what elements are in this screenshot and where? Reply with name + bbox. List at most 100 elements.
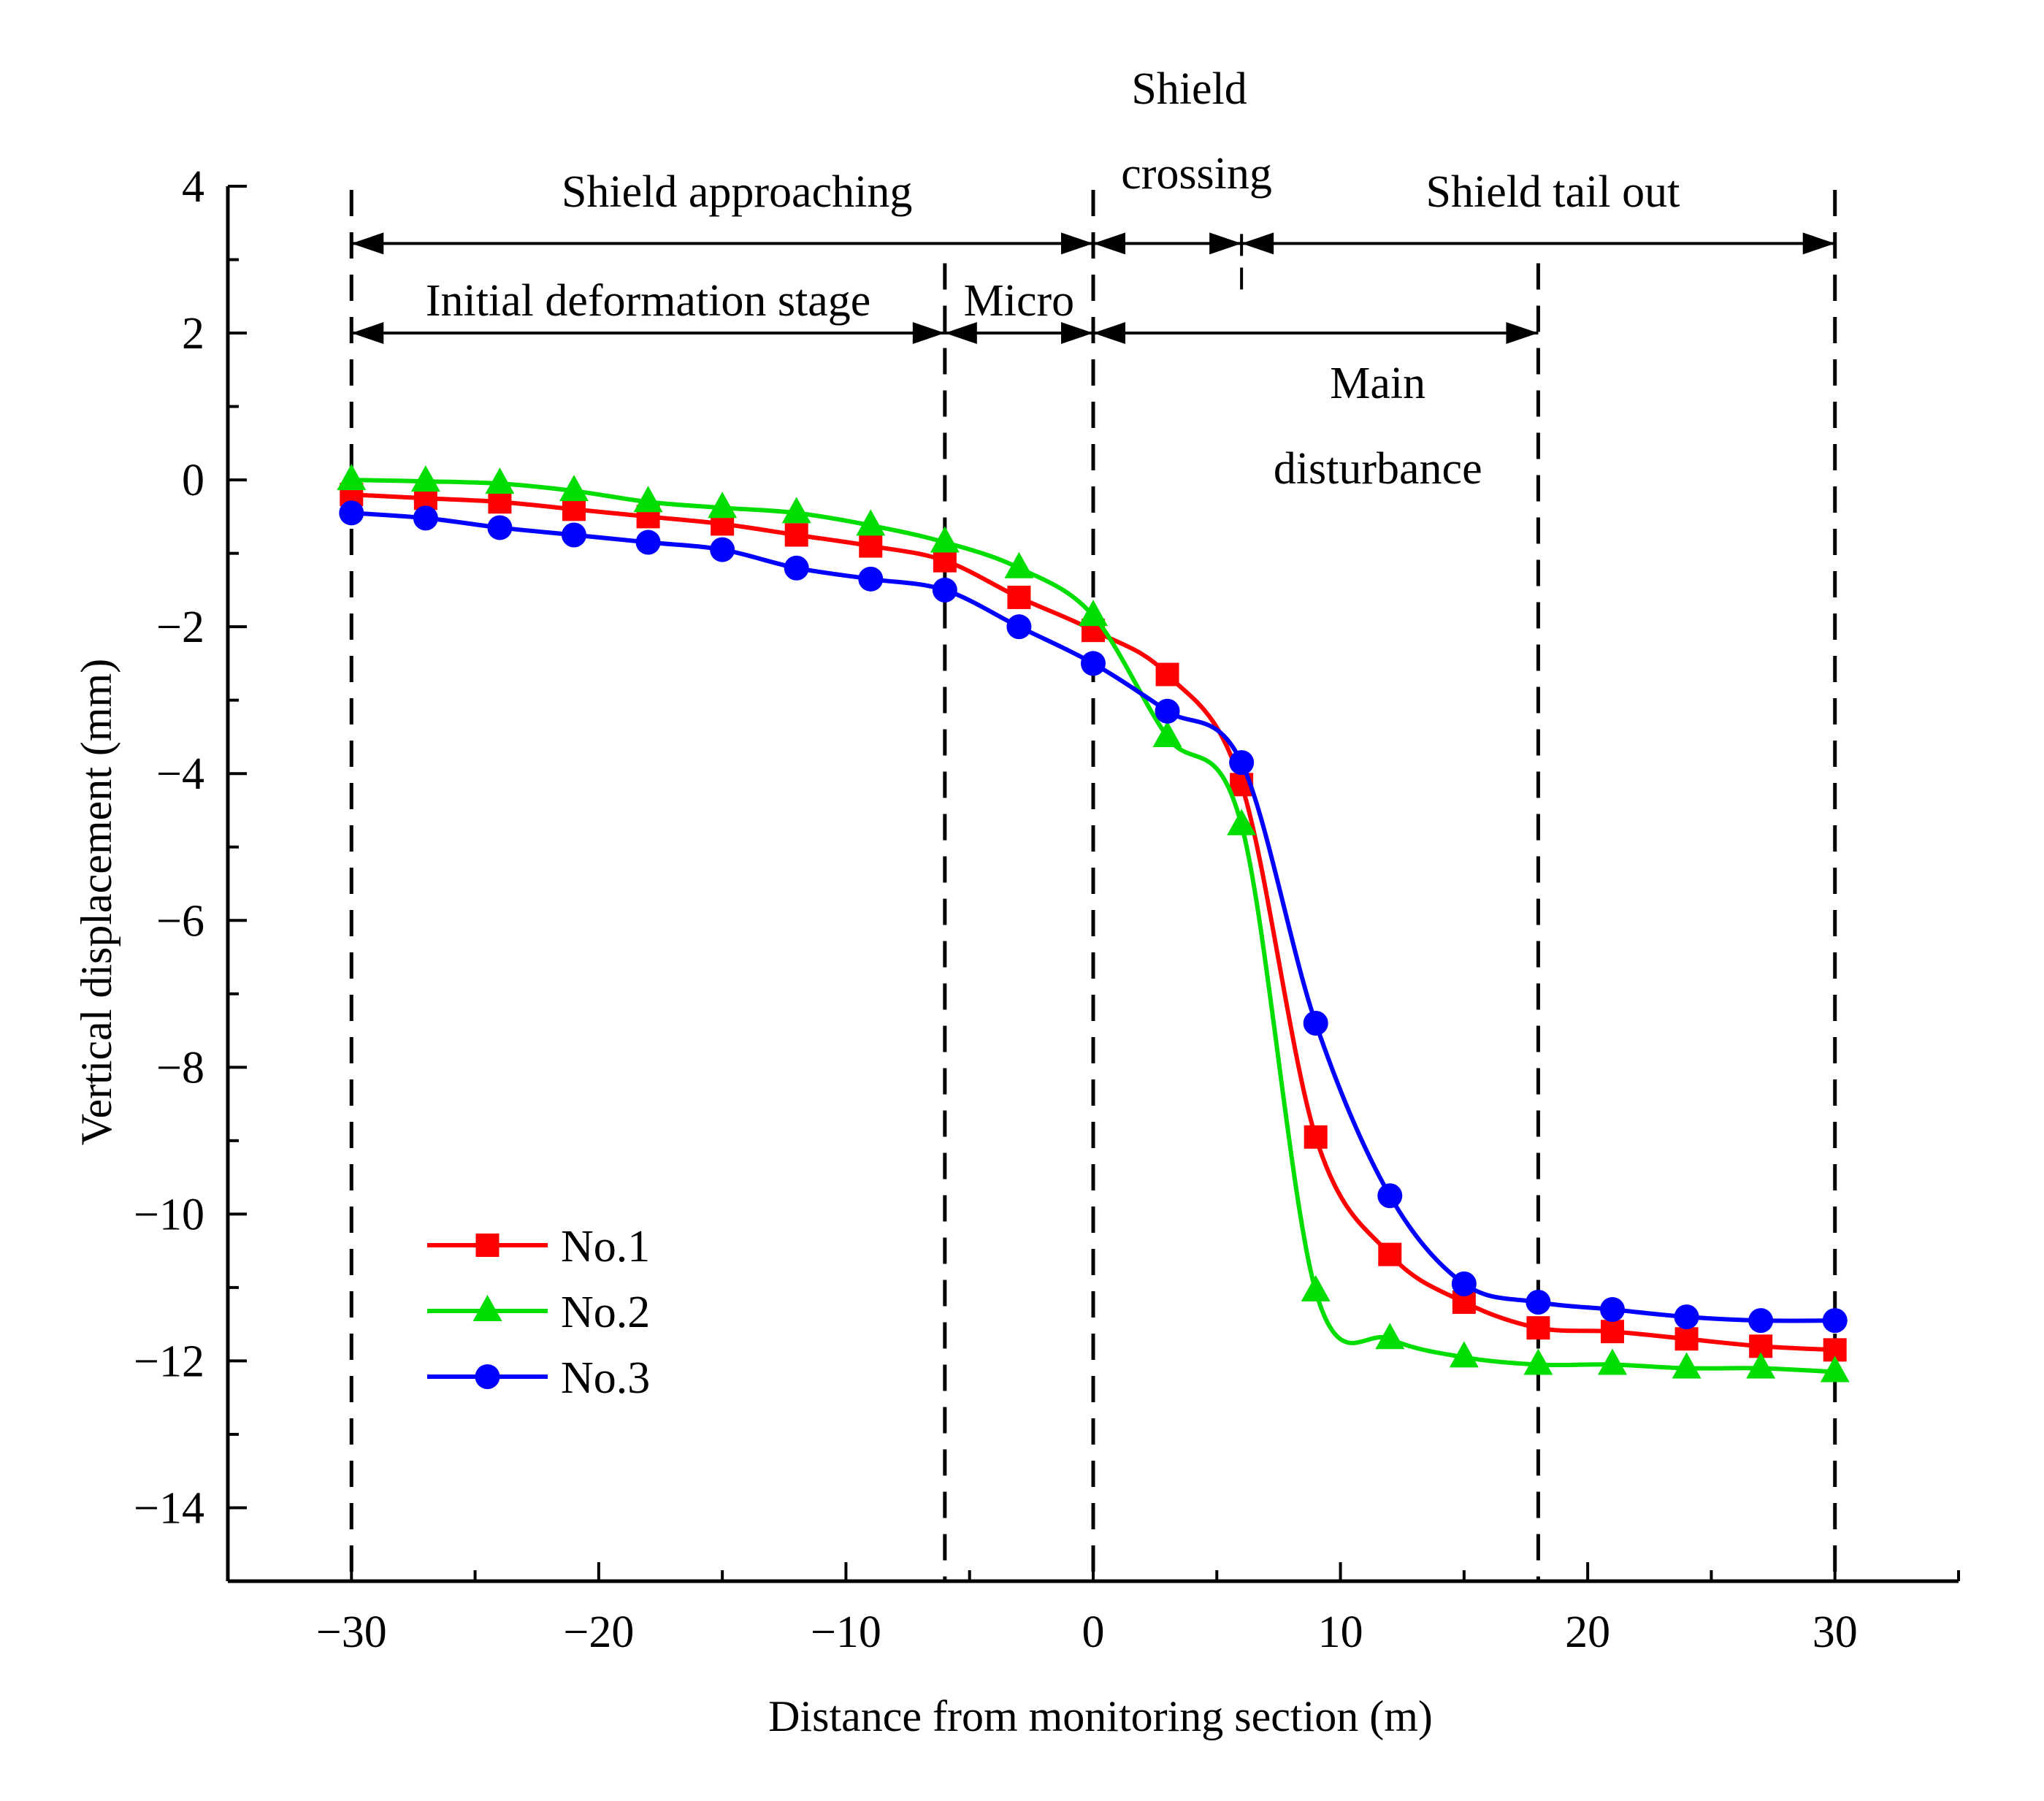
- stage-arrow-head-left: [1093, 322, 1125, 345]
- stage-arrow-head-left: [944, 322, 977, 345]
- y-tick-label: −2: [156, 603, 204, 652]
- legend-no1-label: No.1: [561, 1222, 650, 1272]
- series-no3-point: [1006, 614, 1032, 640]
- stage-label: Micro: [964, 276, 1075, 326]
- x-tick-label: 20: [1565, 1607, 1610, 1657]
- series-no1-point: [1526, 1316, 1550, 1340]
- stage-label-crossing: crossing: [1121, 149, 1272, 199]
- stage-arrow-head-left: [1093, 232, 1125, 255]
- series-no3-point: [1303, 1011, 1328, 1036]
- series-no3-point: [635, 529, 661, 555]
- series-no3-point: [710, 537, 735, 562]
- series-no2-point: [1227, 808, 1257, 836]
- stage-arrow-head-right: [1209, 232, 1242, 255]
- x-tick-label: 30: [1813, 1607, 1858, 1657]
- stage-arrow-head-right: [912, 322, 945, 345]
- x-tick-label: −30: [316, 1607, 387, 1657]
- series-no1-point: [488, 490, 512, 514]
- series-no2-point: [1598, 1348, 1627, 1375]
- series-no1-point: [1674, 1327, 1699, 1351]
- series-no3-point: [1377, 1183, 1403, 1209]
- x-axis-title: Distance from monitoring section (m): [768, 1692, 1433, 1740]
- series-no3-point: [1674, 1304, 1699, 1330]
- stage-arrow-head-left: [1241, 232, 1274, 255]
- stage-arrow-head-left: [351, 322, 384, 345]
- series-no3-point: [1822, 1308, 1848, 1334]
- stage-arrow-head-right: [1802, 232, 1835, 255]
- legend-no2-marker: [472, 1295, 502, 1321]
- y-tick-label: 2: [182, 309, 204, 359]
- stage-arrow-head-left: [351, 232, 384, 255]
- series-no2-point: [1449, 1341, 1479, 1368]
- series-no1-line: [351, 492, 1835, 1353]
- legend-no2-label: No.2: [561, 1288, 650, 1337]
- series-no3-point: [1600, 1297, 1625, 1323]
- y-tick-label: −10: [134, 1190, 204, 1239]
- series-no2-point: [1820, 1355, 1850, 1383]
- y-tick-label: 0: [182, 456, 204, 505]
- series-no3-point: [784, 555, 809, 581]
- series-no2-point: [1746, 1352, 1776, 1379]
- series-no3-point: [932, 577, 957, 603]
- series-no1-point: [784, 523, 808, 547]
- y-tick-label: −4: [156, 749, 204, 799]
- series-no2-line: [351, 478, 1835, 1374]
- legend-no3-marker: [475, 1364, 500, 1389]
- series-no2-point: [856, 509, 886, 536]
- series-no2-point: [1523, 1348, 1553, 1375]
- series-no2-point: [1079, 600, 1108, 627]
- series-no3-point: [858, 566, 884, 592]
- stage-label: Shield tail out: [1425, 167, 1680, 217]
- series-no3-point: [487, 515, 513, 540]
- series-no2-point: [781, 497, 811, 524]
- series-no1-point: [1304, 1125, 1328, 1149]
- x-tick-label: −10: [811, 1607, 881, 1657]
- series-no3-point: [413, 505, 438, 531]
- series-no2-point: [337, 464, 367, 491]
- series-no2-point: [633, 486, 663, 513]
- series-no2-point: [1672, 1352, 1702, 1379]
- series-no2-point: [410, 465, 440, 492]
- stage-label-disturbance: disturbance: [1274, 444, 1482, 494]
- x-tick-label: 10: [1318, 1607, 1363, 1657]
- legend-no1-marker: [475, 1234, 499, 1257]
- series-no1-point: [859, 534, 883, 558]
- series-no2-point: [485, 467, 515, 494]
- y-tick-label: −12: [134, 1337, 204, 1386]
- y-tick-label: −8: [156, 1043, 204, 1093]
- x-tick-label: 0: [1082, 1607, 1105, 1657]
- plot-area: 420−2−4−6−8−10−12−14−30 −20 −10 0 10 20 30Dist…: [72, 64, 1960, 1740]
- y-tick-label: −14: [134, 1483, 204, 1533]
- series-no3-point: [1229, 750, 1255, 776]
- series-no1-point: [1378, 1242, 1402, 1266]
- stage-arrow-head-right: [1061, 232, 1093, 255]
- stage-arrow-head-right: [1061, 322, 1093, 345]
- series-no3-line: [351, 511, 1835, 1323]
- series-no2-point: [1375, 1323, 1405, 1350]
- x-tick-label: −20: [563, 1607, 634, 1657]
- series-no2-point: [1004, 551, 1034, 578]
- stage-label-shield: Shield: [1131, 64, 1247, 114]
- series-no3-point: [1081, 651, 1106, 676]
- series-no2-point: [1301, 1274, 1331, 1301]
- series-no3-point: [562, 522, 586, 548]
- series-no3-point: [1155, 698, 1180, 724]
- stage-label: Initial deformation stage: [426, 276, 870, 326]
- y-tick-label: −6: [156, 896, 204, 946]
- series-no2-point: [1152, 720, 1182, 747]
- stage-arrow-head-right: [1506, 322, 1539, 345]
- series-no1-point: [933, 548, 957, 573]
- series-no2-point: [708, 492, 738, 519]
- series-no2-point: [930, 526, 960, 553]
- legend-no3-label: No.3: [561, 1353, 650, 1403]
- y-tick-label: 4: [182, 162, 204, 212]
- y-axis-title: Vertical displacement (mm): [72, 659, 120, 1145]
- series-no1-point: [562, 497, 586, 521]
- series-no2-point: [559, 475, 589, 502]
- series-no3-point: [1451, 1271, 1477, 1296]
- stage-label: Shield approaching: [562, 167, 912, 217]
- series-no3-point: [1748, 1308, 1774, 1334]
- series-no3-point: [339, 500, 364, 526]
- stage-label-main: Main: [1330, 359, 1425, 408]
